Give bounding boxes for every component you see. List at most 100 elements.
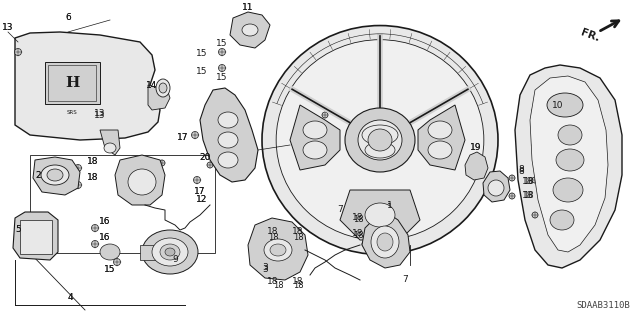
Ellipse shape bbox=[235, 172, 241, 178]
Polygon shape bbox=[515, 65, 622, 268]
Text: 1: 1 bbox=[387, 203, 393, 211]
Ellipse shape bbox=[365, 142, 395, 158]
Ellipse shape bbox=[550, 210, 574, 230]
Ellipse shape bbox=[553, 178, 583, 202]
Ellipse shape bbox=[488, 180, 504, 196]
Text: 20: 20 bbox=[199, 153, 211, 162]
Text: 3: 3 bbox=[262, 263, 268, 272]
Text: 18: 18 bbox=[352, 229, 364, 239]
Ellipse shape bbox=[218, 152, 238, 168]
Text: 9: 9 bbox=[172, 254, 178, 263]
Ellipse shape bbox=[159, 160, 165, 166]
Text: 15: 15 bbox=[196, 48, 208, 57]
Ellipse shape bbox=[159, 83, 167, 93]
Text: 14: 14 bbox=[147, 81, 157, 91]
Text: 16: 16 bbox=[99, 218, 111, 226]
Text: SRS: SRS bbox=[67, 109, 77, 115]
Text: 12: 12 bbox=[196, 196, 208, 204]
Ellipse shape bbox=[294, 228, 301, 235]
Text: 16: 16 bbox=[99, 218, 111, 226]
Text: 8: 8 bbox=[518, 166, 524, 174]
Ellipse shape bbox=[191, 131, 198, 138]
Text: 14: 14 bbox=[147, 81, 157, 91]
Ellipse shape bbox=[362, 125, 398, 145]
Ellipse shape bbox=[193, 176, 200, 183]
Ellipse shape bbox=[345, 108, 415, 172]
Ellipse shape bbox=[558, 125, 582, 145]
Bar bbox=[30, 155, 215, 253]
Text: 10: 10 bbox=[552, 100, 564, 109]
Text: 13: 13 bbox=[94, 110, 106, 120]
Ellipse shape bbox=[100, 244, 120, 260]
Polygon shape bbox=[13, 212, 58, 260]
Text: 18: 18 bbox=[268, 227, 279, 236]
Polygon shape bbox=[418, 105, 465, 170]
Text: 18: 18 bbox=[522, 177, 534, 187]
Text: 2: 2 bbox=[35, 170, 41, 180]
Ellipse shape bbox=[157, 92, 163, 98]
Ellipse shape bbox=[156, 100, 161, 106]
Ellipse shape bbox=[142, 230, 198, 274]
Text: 18: 18 bbox=[292, 227, 304, 236]
Ellipse shape bbox=[428, 121, 452, 139]
Ellipse shape bbox=[532, 177, 538, 183]
Text: 16: 16 bbox=[99, 234, 111, 242]
Ellipse shape bbox=[165, 248, 175, 256]
Text: 18: 18 bbox=[522, 191, 534, 201]
Text: 6: 6 bbox=[65, 12, 71, 21]
Ellipse shape bbox=[160, 244, 180, 260]
Polygon shape bbox=[362, 213, 410, 268]
Text: 18: 18 bbox=[268, 234, 278, 242]
Text: 8: 8 bbox=[518, 167, 524, 176]
Text: 19: 19 bbox=[470, 144, 482, 152]
Text: 4: 4 bbox=[67, 293, 73, 301]
Text: 16: 16 bbox=[99, 233, 111, 241]
Ellipse shape bbox=[235, 107, 241, 113]
Ellipse shape bbox=[358, 120, 402, 160]
Ellipse shape bbox=[303, 141, 327, 159]
Ellipse shape bbox=[362, 225, 368, 231]
Text: FR.: FR. bbox=[579, 27, 601, 43]
Bar bbox=[48, 65, 96, 101]
Text: 12: 12 bbox=[196, 196, 208, 204]
Text: 7: 7 bbox=[402, 276, 408, 285]
Text: 18: 18 bbox=[87, 173, 99, 182]
Ellipse shape bbox=[152, 238, 188, 266]
Ellipse shape bbox=[509, 193, 515, 199]
Ellipse shape bbox=[242, 24, 258, 36]
Text: 18: 18 bbox=[353, 216, 364, 225]
Text: 4: 4 bbox=[67, 293, 73, 301]
Text: 15: 15 bbox=[216, 73, 228, 83]
Text: 20: 20 bbox=[199, 153, 211, 162]
Ellipse shape bbox=[74, 182, 81, 189]
Text: 6: 6 bbox=[65, 12, 71, 21]
Text: 2: 2 bbox=[35, 170, 41, 180]
Ellipse shape bbox=[371, 226, 399, 258]
Ellipse shape bbox=[270, 244, 286, 256]
Text: SDAAB3110B: SDAAB3110B bbox=[576, 301, 630, 310]
Text: 11: 11 bbox=[243, 4, 253, 12]
Polygon shape bbox=[483, 171, 510, 202]
Ellipse shape bbox=[365, 203, 395, 227]
Text: 18: 18 bbox=[268, 278, 279, 286]
Ellipse shape bbox=[218, 48, 225, 56]
Bar bbox=[20, 220, 52, 254]
Ellipse shape bbox=[276, 40, 484, 240]
Ellipse shape bbox=[218, 112, 238, 128]
Text: 15: 15 bbox=[104, 265, 116, 275]
Ellipse shape bbox=[74, 165, 81, 172]
Text: 18: 18 bbox=[352, 213, 364, 222]
Text: 11: 11 bbox=[243, 4, 253, 12]
Polygon shape bbox=[248, 218, 308, 280]
Text: 9: 9 bbox=[172, 256, 178, 264]
Text: 18: 18 bbox=[273, 280, 284, 290]
Ellipse shape bbox=[41, 165, 69, 185]
Ellipse shape bbox=[240, 17, 246, 23]
Text: 15: 15 bbox=[216, 39, 228, 48]
Text: 10: 10 bbox=[552, 102, 564, 112]
Text: 7: 7 bbox=[337, 205, 343, 214]
Ellipse shape bbox=[428, 141, 452, 159]
Text: 18: 18 bbox=[523, 191, 533, 201]
Ellipse shape bbox=[92, 225, 99, 232]
Text: 19: 19 bbox=[470, 144, 482, 152]
